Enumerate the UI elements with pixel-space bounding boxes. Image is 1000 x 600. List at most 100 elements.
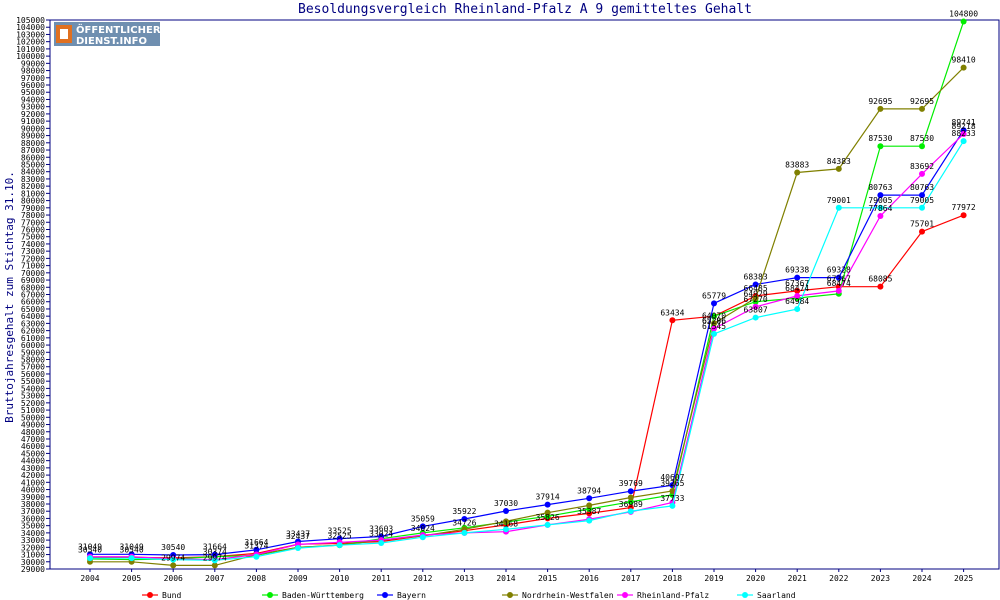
data-point xyxy=(794,306,801,313)
data-point xyxy=(835,287,842,294)
x-tick-label: 2022 xyxy=(829,574,848,583)
data-label: 37030 xyxy=(494,499,518,508)
data-label: 33024 xyxy=(369,530,393,539)
data-label: 65296 xyxy=(702,317,726,326)
series-lines xyxy=(87,18,967,569)
series-line xyxy=(89,21,965,561)
x-tick-label: 2006 xyxy=(164,574,183,583)
y-tick-label: 58000 xyxy=(21,356,45,365)
data-label: 88233 xyxy=(952,129,976,138)
plot-border xyxy=(49,19,1000,570)
y-tick-label: 81000 xyxy=(21,189,45,198)
y-axis: 2900030000310003200033000340003500036000… xyxy=(16,16,50,574)
y-tick-label: 100000 xyxy=(16,52,45,61)
y-tick-label: 54000 xyxy=(21,384,45,393)
y-tick-label: 30000 xyxy=(21,558,45,567)
y-tick-label: 86000 xyxy=(21,153,45,162)
y-tick-label: 67000 xyxy=(21,291,45,300)
y-tick-label: 44000 xyxy=(21,457,45,466)
legend-marker xyxy=(742,592,748,598)
series-5 xyxy=(87,138,967,564)
data-point xyxy=(419,534,426,541)
data-label: 67270 xyxy=(744,295,768,304)
y-tick-label: 29000 xyxy=(21,565,45,574)
y-tick-label: 42000 xyxy=(21,471,45,480)
data-point xyxy=(461,515,468,522)
y-tick-label: 63000 xyxy=(21,319,45,328)
data-label: 32437 xyxy=(286,532,310,541)
legend-marker xyxy=(382,592,388,598)
y-tick-label: 103000 xyxy=(16,30,45,39)
y-tick-label: 80000 xyxy=(21,197,45,206)
data-point xyxy=(711,300,717,307)
data-point xyxy=(170,562,177,569)
data-point xyxy=(794,274,801,281)
data-point xyxy=(877,105,884,112)
y-tick-label: 36000 xyxy=(21,514,45,523)
data-label: 31049 xyxy=(78,542,102,551)
data-point xyxy=(669,502,676,509)
data-label: 35922 xyxy=(452,507,476,516)
data-label: 64984 xyxy=(785,297,809,306)
data-label: 34024 xyxy=(411,524,435,533)
x-tick-label: 2011 xyxy=(372,574,391,583)
data-label: 92695 xyxy=(868,97,892,106)
y-tick-label: 99000 xyxy=(21,59,45,68)
y-tick-label: 41000 xyxy=(21,478,45,487)
series-line xyxy=(90,214,964,559)
data-point xyxy=(669,317,676,324)
data-point xyxy=(586,495,593,502)
y-tick-label: 76000 xyxy=(21,225,45,234)
data-point xyxy=(919,228,925,235)
chart-title: Besoldungsvergleich Rheinland-Pfalz A 9 … xyxy=(298,2,752,17)
y-tick-label: 74000 xyxy=(21,240,45,249)
y-tick-label: 57000 xyxy=(21,363,45,372)
data-label: 36989 xyxy=(619,500,643,509)
y-tick-label: 70000 xyxy=(21,269,45,278)
data-point xyxy=(211,562,218,569)
y-tick-label: 55000 xyxy=(21,377,45,386)
data-point xyxy=(544,501,551,508)
data-label: 29974 xyxy=(161,553,185,562)
data-label: 33603 xyxy=(369,524,393,533)
data-label: 31664 xyxy=(203,543,227,552)
logo-line1: ÖFFENTLICHER xyxy=(76,22,161,36)
data-point xyxy=(752,314,759,321)
logo: ÖFFENTLICHER DIENST.INFO xyxy=(54,22,161,47)
data-point xyxy=(835,165,842,172)
series-line xyxy=(90,67,965,567)
series-0 xyxy=(87,212,967,561)
data-label: 64929 xyxy=(744,290,768,299)
y-tick-label: 39000 xyxy=(21,493,45,502)
data-label: 89741 xyxy=(952,118,976,127)
data-label: 98410 xyxy=(952,56,976,65)
data-point xyxy=(170,556,177,563)
y-tick-label: 68000 xyxy=(21,283,45,292)
data-label: 87530 xyxy=(868,134,892,143)
data-label: 68474 xyxy=(785,284,809,293)
data-point xyxy=(752,281,759,288)
series-3 xyxy=(87,64,967,569)
data-point xyxy=(711,330,717,337)
series-line xyxy=(90,129,965,556)
data-point xyxy=(627,488,634,495)
data-label: 68474 xyxy=(827,279,851,288)
data-label: 69328 xyxy=(827,266,851,275)
series-1 xyxy=(87,18,967,563)
data-label: 31664 xyxy=(244,538,268,547)
data-label: 61545 xyxy=(702,322,726,331)
legend-label: Rheinland-Pfalz xyxy=(637,591,709,600)
y-tick-label: 105000 xyxy=(16,16,45,25)
data-label: 37733 xyxy=(660,494,684,503)
y-tick-label: 33000 xyxy=(21,536,45,545)
y-tick-label: 97000 xyxy=(21,74,45,83)
y-tick-label: 102000 xyxy=(16,38,45,47)
y-tick-label: 87000 xyxy=(21,146,45,155)
y-tick-label: 50000 xyxy=(21,413,45,422)
y-tick-label: 77000 xyxy=(21,218,45,227)
data-label: 69338 xyxy=(785,266,809,275)
data-label: 32525 xyxy=(328,532,352,541)
data-label: 79001 xyxy=(827,196,851,205)
